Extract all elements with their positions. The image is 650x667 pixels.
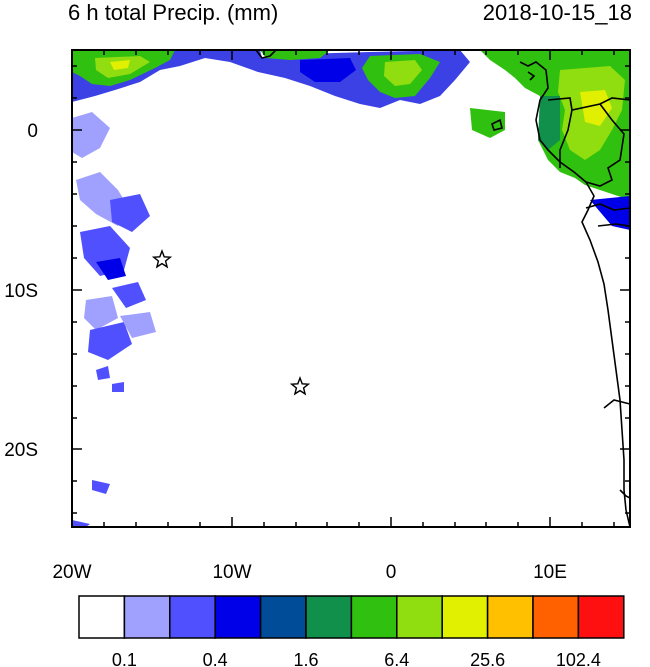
colorbar-swatch [169, 595, 216, 639]
colorbar-label: 25.6 [470, 650, 505, 667]
colorbar-swatch [486, 595, 534, 639]
station-star-2 [289, 376, 311, 396]
colorbar-swatch [78, 595, 126, 639]
lon-label-20w: 20W [52, 562, 91, 583]
colorbar-swatch [396, 595, 443, 639]
lon-tick-labels: 20W 10W 0 10E [52, 562, 566, 583]
colorbar-swatch [214, 595, 262, 639]
map-area [71, 49, 631, 528]
precip-north-band [72, 50, 470, 108]
colorbar-swatch [259, 595, 307, 639]
lat-tick-labels: 0 10S 20S [4, 121, 38, 461]
chart-title: 6 h total Precip. (mm) [68, 0, 279, 25]
colorbar-swatch [577, 595, 625, 639]
station-star-1 [151, 249, 173, 269]
colorbar [78, 595, 625, 639]
lat-label-10s: 10S [4, 281, 38, 302]
colorbar-label: 0.1 [112, 650, 137, 667]
colorbar-label: 102.4 [556, 650, 601, 667]
colorbar-swatch [305, 595, 353, 639]
lon-label-10e: 10E [533, 562, 567, 583]
colorbar-swatch [441, 595, 489, 639]
chart-datetime: 2018-10-15_18 [482, 0, 632, 25]
colorbar-label: 6.4 [384, 650, 409, 667]
colorbar-swatch [532, 595, 580, 639]
lon-label-0: 0 [386, 562, 397, 583]
lat-label-0: 0 [27, 121, 38, 142]
colorbar-swatch [350, 595, 398, 639]
colorbar-label: 0.4 [203, 650, 228, 667]
precip-west-scatter [72, 112, 156, 527]
colorbar-swatch [123, 595, 171, 639]
tick-marks [71, 50, 630, 527]
lat-label-20s: 20S [4, 440, 38, 461]
colorbar-labels: 0.1 0.4 1.6 6.4 25.6 102.4 [112, 650, 601, 667]
colorbar-label: 1.6 [293, 650, 318, 667]
lon-label-10w: 10W [212, 562, 251, 583]
